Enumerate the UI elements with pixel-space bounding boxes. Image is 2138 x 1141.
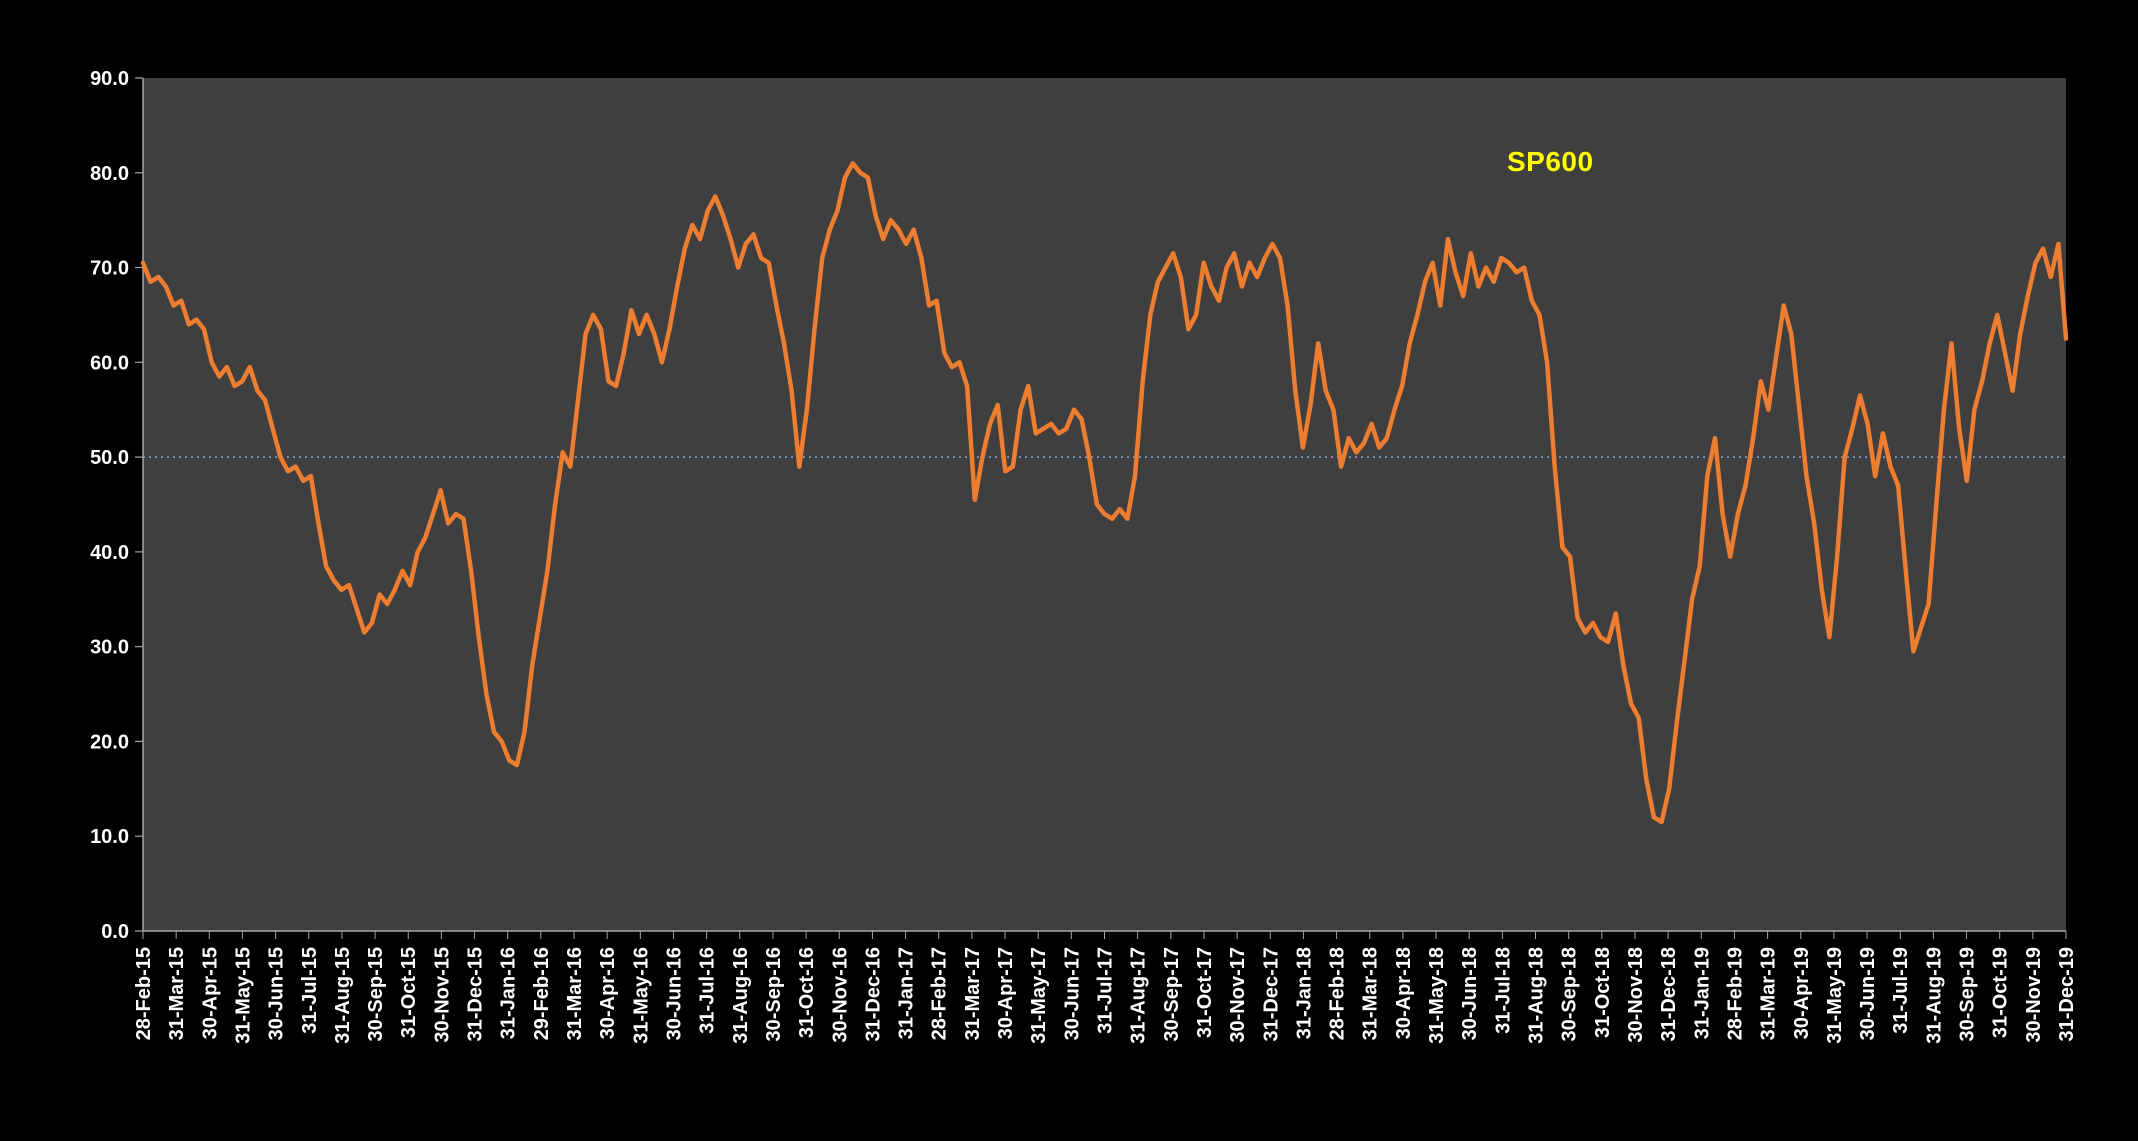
x-tick-label: 31-Oct-19 xyxy=(1990,947,2012,1038)
x-tick-label: 31-Mar-16 xyxy=(564,947,586,1040)
x-tick-label: 31-Jan-18 xyxy=(1293,947,1315,1039)
series-label: SP600 xyxy=(1507,146,1594,177)
y-tick-label: 10.0 xyxy=(90,826,129,848)
x-tick-label: 30-Sep-19 xyxy=(1957,947,1979,1042)
x-tick-label: 30-Sep-17 xyxy=(1161,947,1183,1042)
x-tick-label: 31-Mar-17 xyxy=(962,947,984,1040)
x-tick-label: 28-Feb-15 xyxy=(133,947,155,1040)
x-tick-label: 31-Aug-15 xyxy=(332,947,354,1044)
x-tick-label: 30-Sep-15 xyxy=(365,947,387,1042)
x-tick-label: 30-Sep-18 xyxy=(1559,947,1581,1042)
x-tick-label: 30-Jun-17 xyxy=(1061,947,1083,1040)
x-tick-label: 31-Jul-17 xyxy=(1095,947,1117,1034)
x-tick-label: 30-Apr-15 xyxy=(199,947,221,1039)
x-tick-label: 30-Sep-16 xyxy=(763,947,785,1042)
x-tick-label: 31-Oct-16 xyxy=(796,947,818,1038)
x-tick-label: 30-Apr-19 xyxy=(1791,947,1813,1039)
x-tick-label: 31-Mar-15 xyxy=(166,947,188,1040)
y-tick-label: 20.0 xyxy=(90,731,129,753)
x-tick-label: 31-Jul-16 xyxy=(697,947,719,1034)
x-tick-label: 31-May-19 xyxy=(1824,947,1846,1044)
x-tick-label: 30-Nov-16 xyxy=(829,947,851,1043)
x-tick-label: 30-Apr-17 xyxy=(995,947,1017,1039)
x-tick-label: 31-Jan-19 xyxy=(1691,947,1713,1039)
y-tick-label: 60.0 xyxy=(90,352,129,374)
x-tick-label: 30-Jun-16 xyxy=(663,947,685,1040)
x-tick-label: 31-Aug-19 xyxy=(1923,947,1945,1044)
x-tick-label: 30-Nov-18 xyxy=(1625,947,1647,1043)
y-tick-label: 70.0 xyxy=(90,258,129,280)
x-tick-label: 30-Jun-15 xyxy=(266,947,288,1040)
y-tick-label: 40.0 xyxy=(90,542,129,564)
x-tick-label: 31-May-16 xyxy=(630,947,652,1044)
x-tick-label: 31-Dec-16 xyxy=(862,947,884,1042)
x-tick-label: 31-Oct-18 xyxy=(1592,947,1614,1038)
x-tick-label: 31-May-17 xyxy=(1028,947,1050,1044)
x-tick-label: 30-Apr-16 xyxy=(597,947,619,1039)
x-tick-label: 31-Dec-15 xyxy=(465,947,487,1042)
y-tick-label: 0.0 xyxy=(101,921,129,943)
y-tick-label: 90.0 xyxy=(90,68,129,90)
x-tick-label: 29-Feb-16 xyxy=(531,947,553,1040)
x-tick-label: 31-Dec-17 xyxy=(1260,947,1282,1042)
y-tick-label: 30.0 xyxy=(90,637,129,659)
x-tick-label: 28-Feb-18 xyxy=(1327,947,1349,1040)
x-tick-label: 28-Feb-17 xyxy=(929,947,951,1040)
x-tick-label: 31-Mar-19 xyxy=(1758,947,1780,1040)
plot-area xyxy=(143,78,2066,931)
sp600-data-line xyxy=(140,161,2069,825)
x-tick-label: 31-Jan-17 xyxy=(896,947,918,1039)
x-tick-label: 31-Aug-16 xyxy=(730,947,752,1044)
x-tick-label: 31-Mar-18 xyxy=(1360,947,1382,1040)
x-tick-label: 31-Aug-18 xyxy=(1526,947,1548,1044)
x-tick-label: 31-Jan-16 xyxy=(498,947,520,1039)
x-tick-label: 30-Nov-17 xyxy=(1227,947,1249,1043)
x-tick-label: 31-Dec-18 xyxy=(1658,947,1680,1042)
x-tick-label: 31-Jul-15 xyxy=(299,947,321,1034)
x-tick-label: 28-Feb-19 xyxy=(1724,947,1746,1040)
x-tick-label: 30-Nov-15 xyxy=(431,947,453,1043)
x-tick-label: 31-Oct-17 xyxy=(1194,947,1216,1038)
x-tick-label: 31-May-18 xyxy=(1426,947,1448,1044)
y-tick-label: 50.0 xyxy=(90,447,129,469)
x-tick-label: 31-Dec-19 xyxy=(2056,947,2078,1042)
x-tick-label: 30-Apr-18 xyxy=(1393,947,1415,1039)
x-tick-label: 31-Oct-15 xyxy=(398,947,420,1038)
x-tick-label: 31-Jul-19 xyxy=(1890,947,1912,1034)
x-tick-label: 31-Jul-18 xyxy=(1492,947,1514,1034)
x-tick-label: 31-Aug-17 xyxy=(1128,947,1150,1044)
x-tick-label: 30-Jun-19 xyxy=(1857,947,1879,1040)
x-tick-label: 31-May-15 xyxy=(232,947,254,1044)
x-tick-label: 30-Nov-19 xyxy=(2023,947,2045,1043)
x-tick-label: 30-Jun-18 xyxy=(1459,947,1481,1040)
y-tick-label: 80.0 xyxy=(90,163,129,185)
